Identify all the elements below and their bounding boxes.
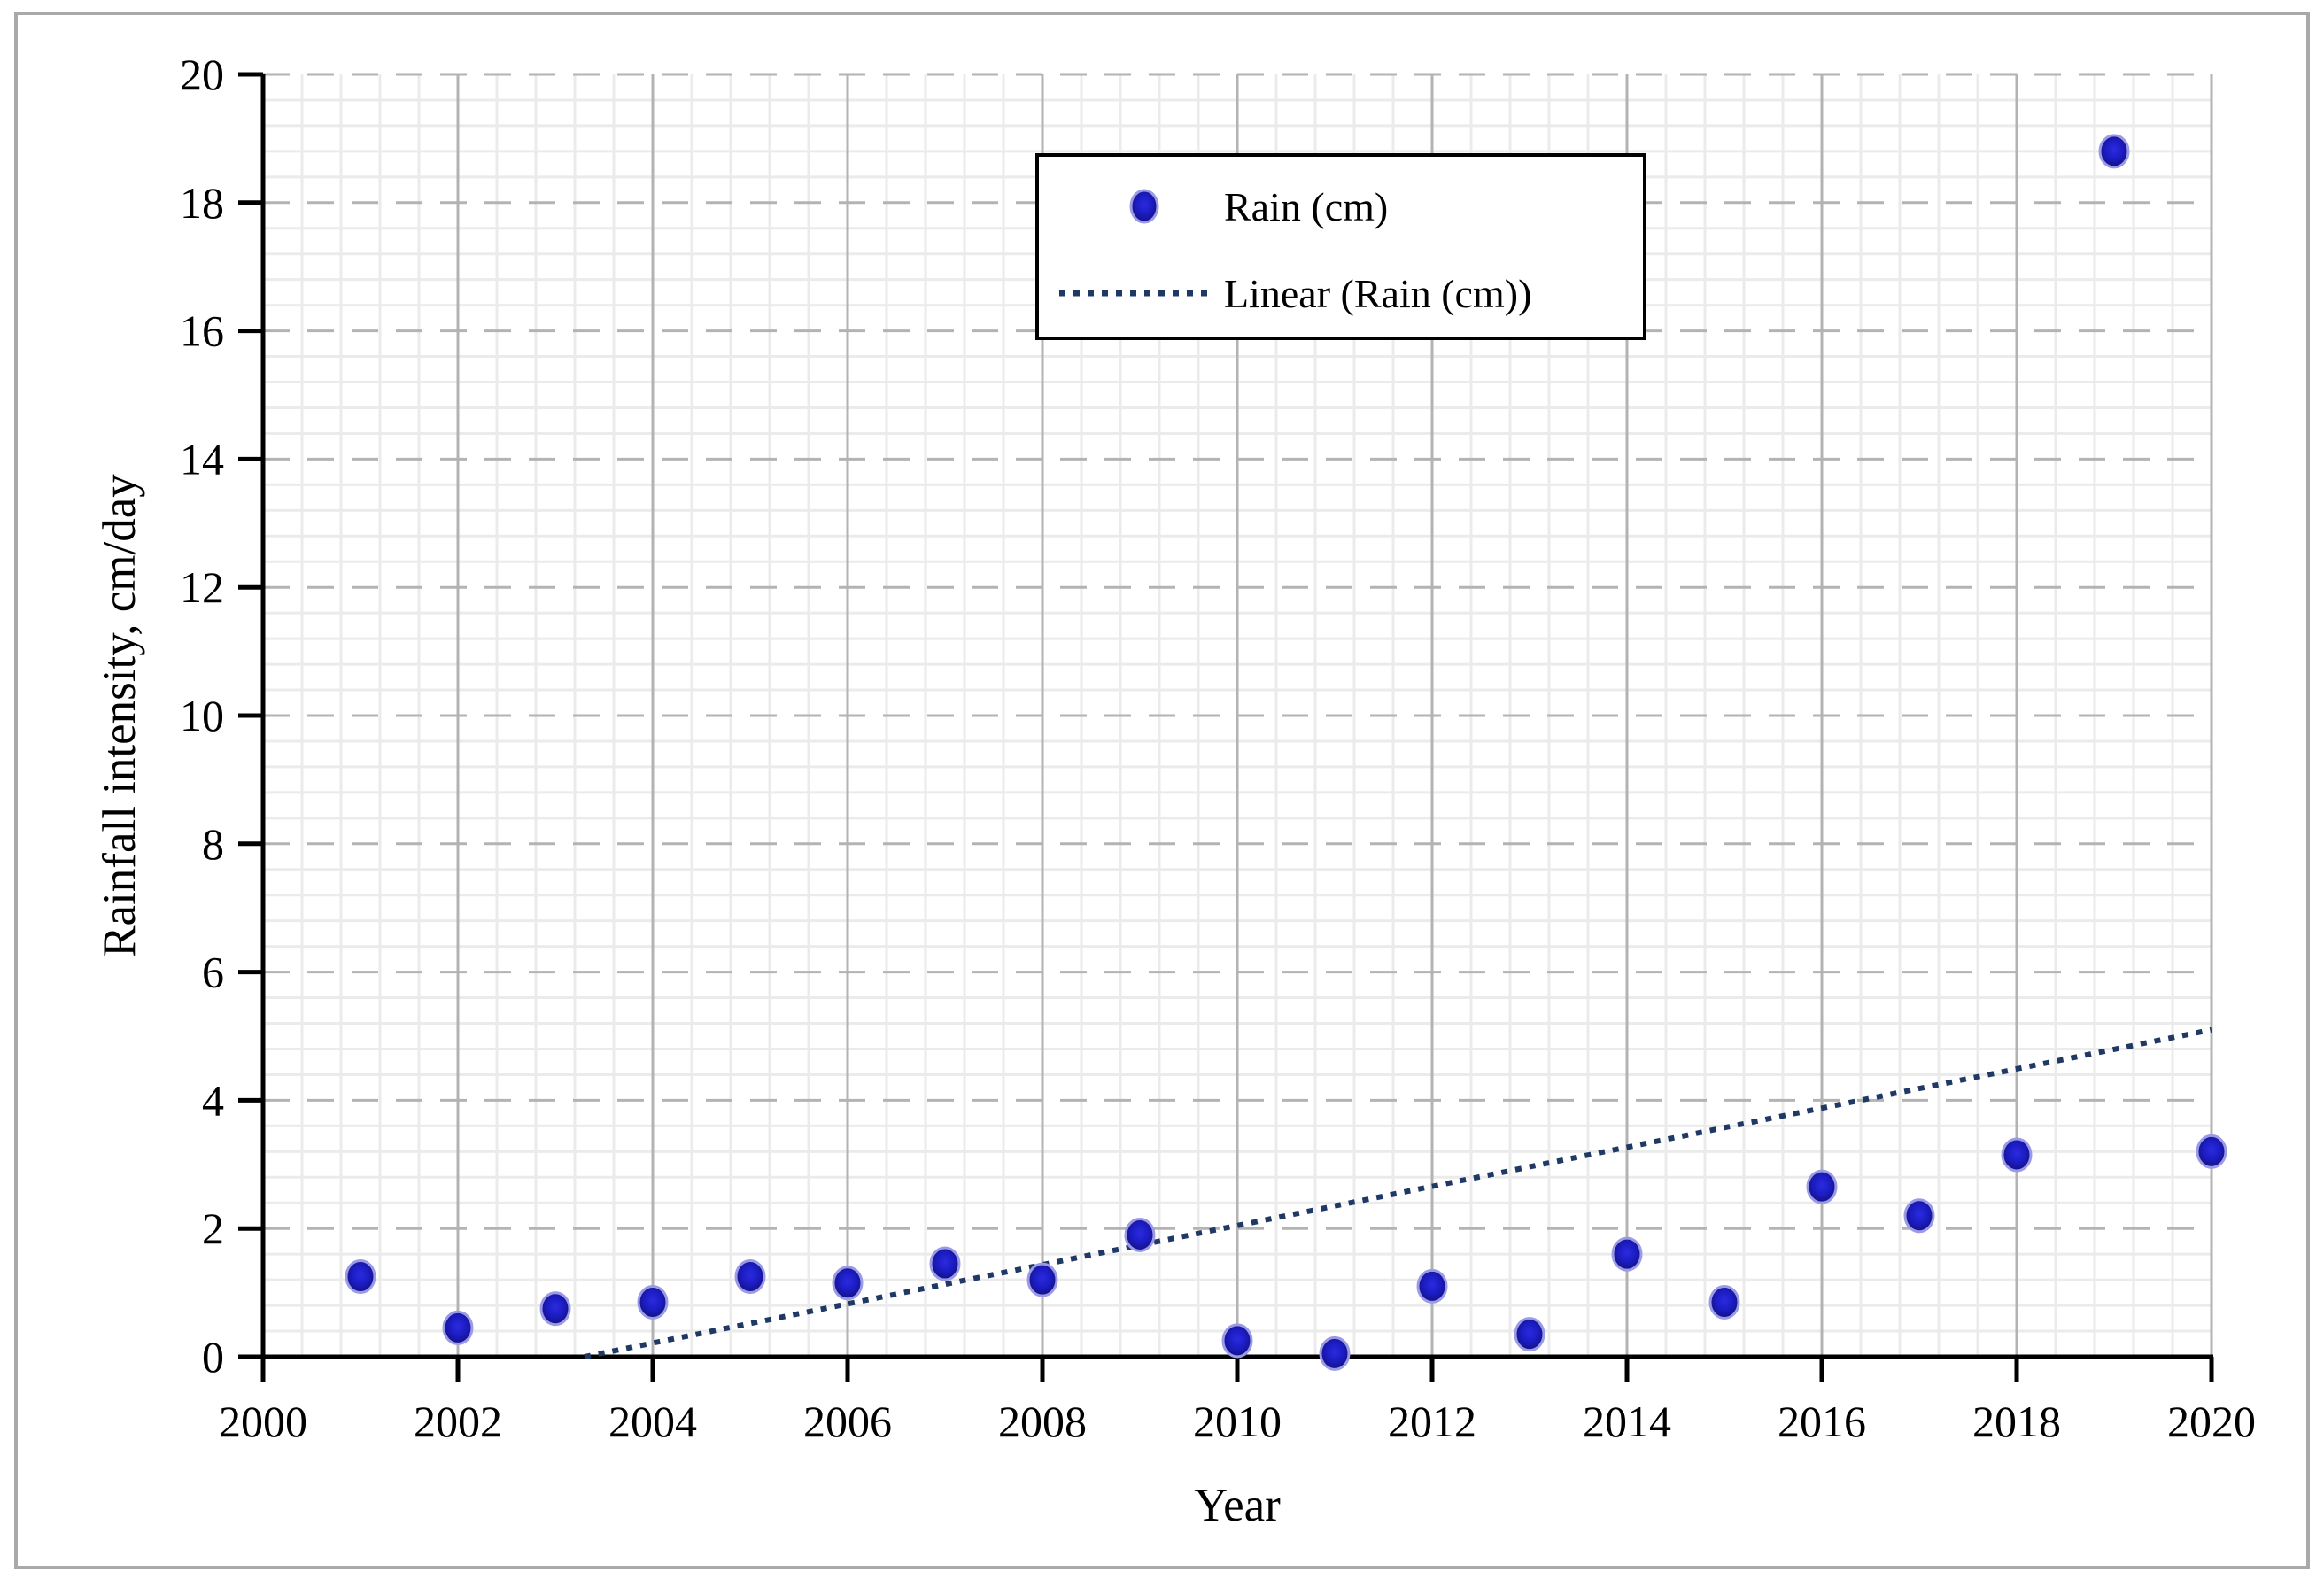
scatter-series — [345, 134, 2227, 1371]
x-tick-label-2000: 2000 — [219, 1397, 307, 1446]
data-point-2008 — [1026, 1262, 1058, 1297]
y-tick-label-10: 10 — [180, 691, 224, 740]
axis-ticks — [238, 72, 2214, 1382]
data-point-2016 — [1806, 1169, 1838, 1204]
x-tick-label-2002: 2002 — [414, 1397, 502, 1446]
y-tick-label-2: 2 — [202, 1204, 224, 1253]
x-tick-label-2010: 2010 — [1193, 1397, 1282, 1446]
data-point-2015 — [1708, 1284, 1740, 1320]
data-point-2001 — [345, 1259, 376, 1294]
x-tick-label-2012: 2012 — [1388, 1397, 1476, 1446]
x-tick-label-2018: 2018 — [1972, 1397, 2061, 1446]
data-point-2019 — [2098, 134, 2130, 169]
x-tick-label-2014: 2014 — [1583, 1397, 1671, 1446]
y-tick-label-6: 6 — [202, 948, 224, 997]
legend-box — [1035, 153, 1646, 340]
y-tick-label-20: 20 — [180, 50, 224, 99]
data-point-2003 — [539, 1291, 571, 1327]
data-point-2009 — [1124, 1217, 1156, 1252]
x-tick-label-2020: 2020 — [2167, 1397, 2256, 1446]
data-point-2012 — [1416, 1268, 1448, 1304]
x-tick-label-2016: 2016 — [1778, 1397, 1866, 1446]
data-point-2020 — [2196, 1134, 2227, 1169]
x-axis-title: Year — [1194, 1480, 1281, 1531]
data-point-2011 — [1319, 1335, 1351, 1371]
data-point-2005 — [734, 1259, 766, 1294]
trendline-series — [584, 1026, 2212, 1359]
tick-labels: 2000 2002 2004 2006 2008 2010 2012 2014 2016 2018… — [180, 50, 2256, 1446]
data-point-2014 — [1611, 1236, 1643, 1272]
x-tick-label-2008: 2008 — [998, 1397, 1087, 1446]
y-tick-label-8: 8 — [202, 819, 224, 869]
x-tick-label-2004: 2004 — [608, 1397, 697, 1446]
data-point-2006 — [832, 1266, 864, 1301]
y-axis-title: Rainfall intensity, cm/day — [94, 474, 145, 957]
y-tick-label-16: 16 — [180, 306, 224, 356]
data-point-2004 — [637, 1284, 669, 1320]
data-point-2007 — [929, 1246, 961, 1281]
data-point-2013 — [1514, 1317, 1545, 1352]
x-tick-label-2006: 2006 — [803, 1397, 892, 1446]
data-point-2018 — [2001, 1137, 2033, 1173]
data-point-2017 — [1903, 1198, 1935, 1234]
y-tick-label-18: 18 — [180, 178, 224, 228]
legend-rain-marker-icon — [1129, 189, 1159, 224]
y-tick-label-4: 4 — [202, 1075, 224, 1125]
legend-label-rain: Rain (cm) — [1224, 184, 1388, 229]
y-tick-label-0: 0 — [202, 1332, 224, 1382]
legend-label-linear: Linear (Rain (cm)) — [1224, 271, 1531, 316]
data-point-2002 — [442, 1310, 474, 1345]
legend: Rain (cm) Linear (Rain (cm)) — [1035, 153, 1646, 340]
linear-trendline — [584, 1026, 2212, 1359]
y-tick-label-14: 14 — [180, 434, 224, 484]
data-point-2010 — [1221, 1323, 1253, 1359]
y-tick-label-12: 12 — [180, 562, 224, 612]
